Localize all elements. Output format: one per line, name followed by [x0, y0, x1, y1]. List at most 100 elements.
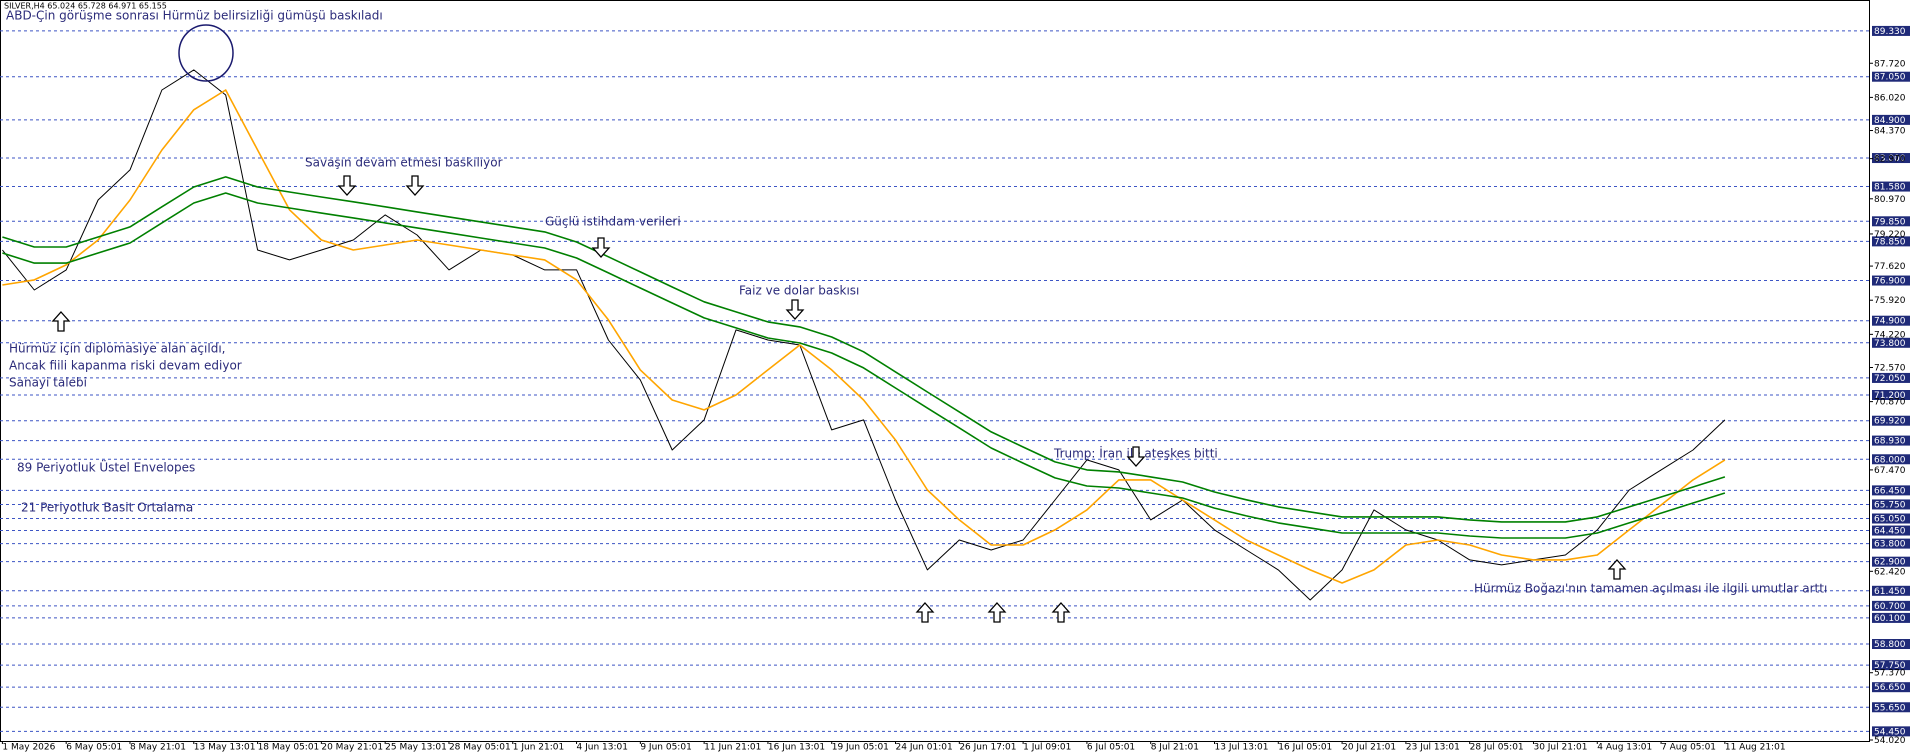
level-label-box: [1872, 25, 1910, 36]
annotation: Güçlü istihdam verileri: [545, 215, 681, 229]
arrow-up: [1051, 602, 1071, 623]
level-label: 76.900: [1874, 277, 1906, 287]
x-tick-label: 16 Jun 13:01: [768, 743, 825, 753]
level-label: 55.650: [1874, 703, 1906, 713]
level-label: 65.750: [1874, 500, 1906, 510]
level-label: 74.900: [1874, 317, 1906, 327]
x-tick-label: 28 Jul 05:01: [1470, 743, 1524, 753]
y-tick-label: 72.570: [1874, 363, 1906, 373]
annotation: 89 Periyotluk Üstel Envelopes: [17, 459, 195, 475]
arrow-up: [987, 602, 1007, 623]
series-line: [2, 89, 1726, 584]
level-label-box: [1872, 275, 1910, 286]
level-label-box: [1872, 114, 1910, 125]
level-label: 60.700: [1874, 602, 1906, 612]
level-label: 71.200: [1874, 391, 1906, 401]
annotation: Savaşın devam etmesi baskılıyor: [305, 156, 503, 170]
arrow-down: [405, 175, 425, 196]
x-tick-label: 8 May 21:01: [130, 743, 186, 753]
y-tick-label: 82.970: [1874, 155, 1906, 165]
x-tick-label: 4 Jun 13:01: [577, 743, 628, 753]
chart-title: ABD-Çin görüşme sonrası Hürmüz belirsizl…: [6, 9, 383, 23]
annotation: 21 Periyotluk Basit Ortalama: [21, 501, 193, 515]
level-label-box: [1872, 216, 1910, 227]
level-label: 78.850: [1874, 237, 1906, 247]
level-label-box: [1872, 513, 1910, 524]
x-tick-label: 13 May 13:01: [194, 743, 256, 753]
level-label: 89.330: [1874, 27, 1906, 37]
x-tick-label: 1 Jun 21:01: [513, 743, 564, 753]
level-label: 62.900: [1874, 558, 1906, 568]
level-label: 61.450: [1874, 587, 1906, 597]
level-label-box: [1872, 485, 1910, 496]
level-label-box: [1872, 315, 1910, 326]
arrow-up: [915, 602, 935, 623]
level-label-box: [1872, 556, 1910, 567]
level-label: 63.800: [1874, 540, 1906, 550]
plot-frame: [0, 0, 1870, 742]
x-tick-label: 20 May 21:01: [321, 743, 383, 753]
level-label-box: [1872, 71, 1910, 82]
level-label-box: [1872, 454, 1910, 465]
y-tick-label: 74.220: [1874, 330, 1906, 340]
level-label: 68.930: [1874, 437, 1906, 447]
arrow-down: [1126, 446, 1146, 467]
annotation: Hürmüz Boğazı'nın tamamen açılması ile i…: [1474, 582, 1827, 596]
x-tick-label: 8 Jul 21:01: [1151, 743, 1199, 753]
x-tick-label: 13 Jul 13:01: [1215, 743, 1269, 753]
level-label-box: [1872, 181, 1910, 192]
y-tick-label: 86.020: [1874, 93, 1906, 103]
y-tick-label: 87.720: [1874, 59, 1906, 69]
x-tick-label: 6 Jul 05:01: [1087, 743, 1135, 753]
x-tick-label: 20 Jul 21:01: [1342, 743, 1396, 753]
level-label-box: [1872, 639, 1910, 650]
symbol-info: SILVER,H4 65.024 65.728 64.971 65.155: [4, 2, 167, 11]
y-tick-label: 75.920: [1874, 296, 1906, 306]
arrow-down: [337, 175, 357, 196]
level-label-box: [1872, 682, 1910, 693]
level-label: 56.650: [1874, 683, 1906, 693]
y-tick-label: 62.420: [1874, 567, 1906, 577]
arrow-down: [591, 237, 611, 258]
y-tick-label: 84.370: [1874, 127, 1906, 137]
annotation: Ancak fiili kapanma riski devam ediyor: [9, 359, 242, 373]
level-label: 65.050: [1874, 514, 1906, 524]
level-label: 58.800: [1874, 640, 1906, 650]
level-label-box: [1872, 585, 1910, 596]
level-label: 83.000: [1874, 154, 1906, 164]
level-label: 57.750: [1874, 661, 1906, 671]
x-tick-label: 18 May 05:01: [258, 743, 320, 753]
x-tick-label: 23 Jul 13:01: [1406, 743, 1460, 753]
level-label-box: [1872, 415, 1910, 426]
x-tick-label: 24 Jun 01:01: [896, 743, 953, 753]
level-label: 87.050: [1874, 73, 1906, 83]
level-label: 68.000: [1874, 455, 1906, 465]
level-label-box: [1872, 600, 1910, 611]
x-tick-label: 1 May 2026: [2, 743, 55, 753]
level-label: 54.450: [1874, 727, 1906, 737]
level-label-box: [1872, 525, 1910, 536]
x-tick-label: 16 Jul 05:01: [1278, 743, 1332, 753]
series-line: [2, 192, 1726, 539]
level-label-box: [1872, 660, 1910, 671]
level-label: 73.800: [1874, 339, 1906, 349]
x-tick-label: 11 Jun 21:01: [704, 743, 761, 753]
highlight-circle: [178, 24, 234, 82]
level-label: 79.850: [1874, 217, 1906, 227]
level-label-box: [1872, 499, 1910, 510]
x-tick-label: 26 Jun 17:01: [959, 743, 1016, 753]
y-tick-label: 77.620: [1874, 262, 1906, 272]
level-label-box: [1872, 372, 1910, 383]
level-label-box: [1872, 153, 1910, 164]
level-label: 84.900: [1874, 116, 1906, 126]
x-tick-label: 25 May 13:01: [385, 743, 447, 753]
y-tick-label: 80.970: [1874, 195, 1906, 205]
level-label: 72.050: [1874, 374, 1906, 384]
level-label-box: [1872, 435, 1910, 446]
y-tick-label: 54.020: [1874, 736, 1906, 746]
level-label-box: [1872, 337, 1910, 348]
level-label: 64.450: [1874, 527, 1906, 537]
level-label-box: [1872, 538, 1910, 549]
x-tick-label: 6 May 05:01: [66, 743, 122, 753]
y-tick-label: 57.370: [1874, 669, 1906, 679]
